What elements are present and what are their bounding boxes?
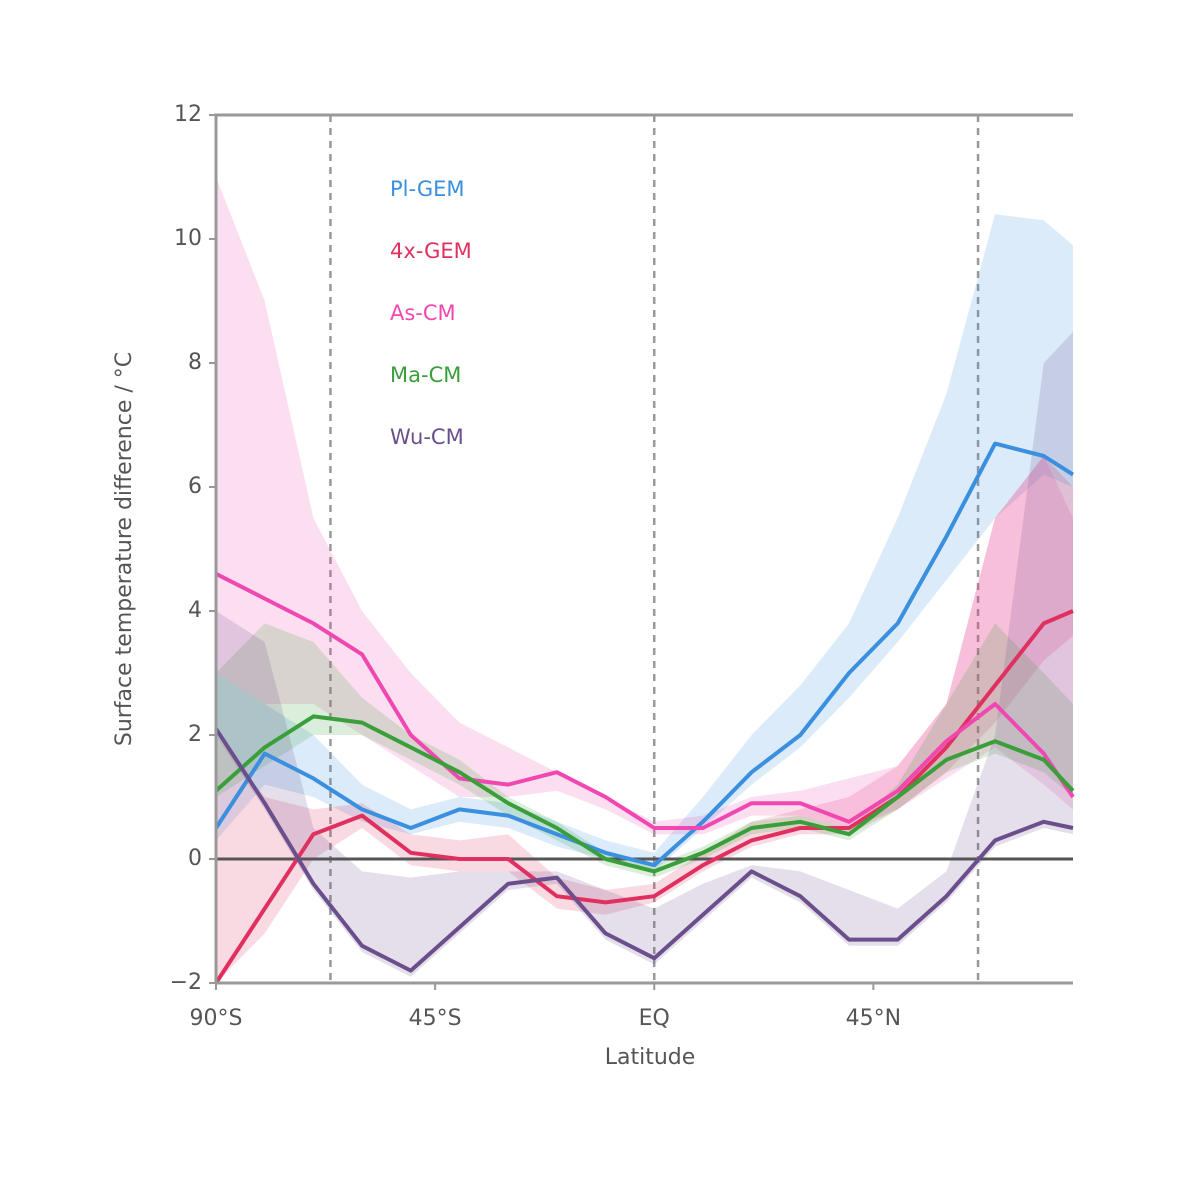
legend-entry: 4x-GEM bbox=[390, 239, 472, 263]
x-tick-label: 45°S bbox=[409, 1006, 462, 1031]
y-tick-label: 8 bbox=[188, 350, 202, 375]
series-line bbox=[214, 609, 1074, 985]
series-line bbox=[214, 441, 1075, 868]
legend-entry: Wu-CM bbox=[390, 425, 464, 449]
uncertainty-band bbox=[216, 623, 1073, 878]
x-axis-label: Latitude bbox=[605, 1045, 696, 1070]
x-tick-label: EQ bbox=[639, 1006, 670, 1031]
series-line bbox=[215, 572, 1075, 830]
y-tick-label: 12 bbox=[174, 102, 202, 127]
y-tick-label: 10 bbox=[174, 226, 202, 251]
uncertainty-band bbox=[216, 214, 1073, 872]
y-tick-label: 0 bbox=[188, 846, 202, 871]
y-tick-label: 2 bbox=[188, 722, 202, 747]
x-tick-label: 90°S bbox=[190, 1006, 243, 1031]
series-line bbox=[214, 714, 1075, 874]
legend-entry: Ma-CM bbox=[390, 363, 461, 387]
y-axis-label: Surface temperature difference / °C bbox=[112, 352, 137, 746]
legend-entry: Pl-GEM bbox=[390, 177, 465, 201]
y-tick-label: −2 bbox=[170, 970, 202, 995]
y-tick-label: 4 bbox=[188, 598, 202, 623]
uncertainty-band bbox=[216, 456, 1073, 983]
y-tick-label: 6 bbox=[188, 474, 202, 499]
series-line bbox=[214, 727, 1074, 973]
x-tick-label: 45°N bbox=[846, 1006, 901, 1031]
legend-entry: As-CM bbox=[390, 301, 456, 325]
